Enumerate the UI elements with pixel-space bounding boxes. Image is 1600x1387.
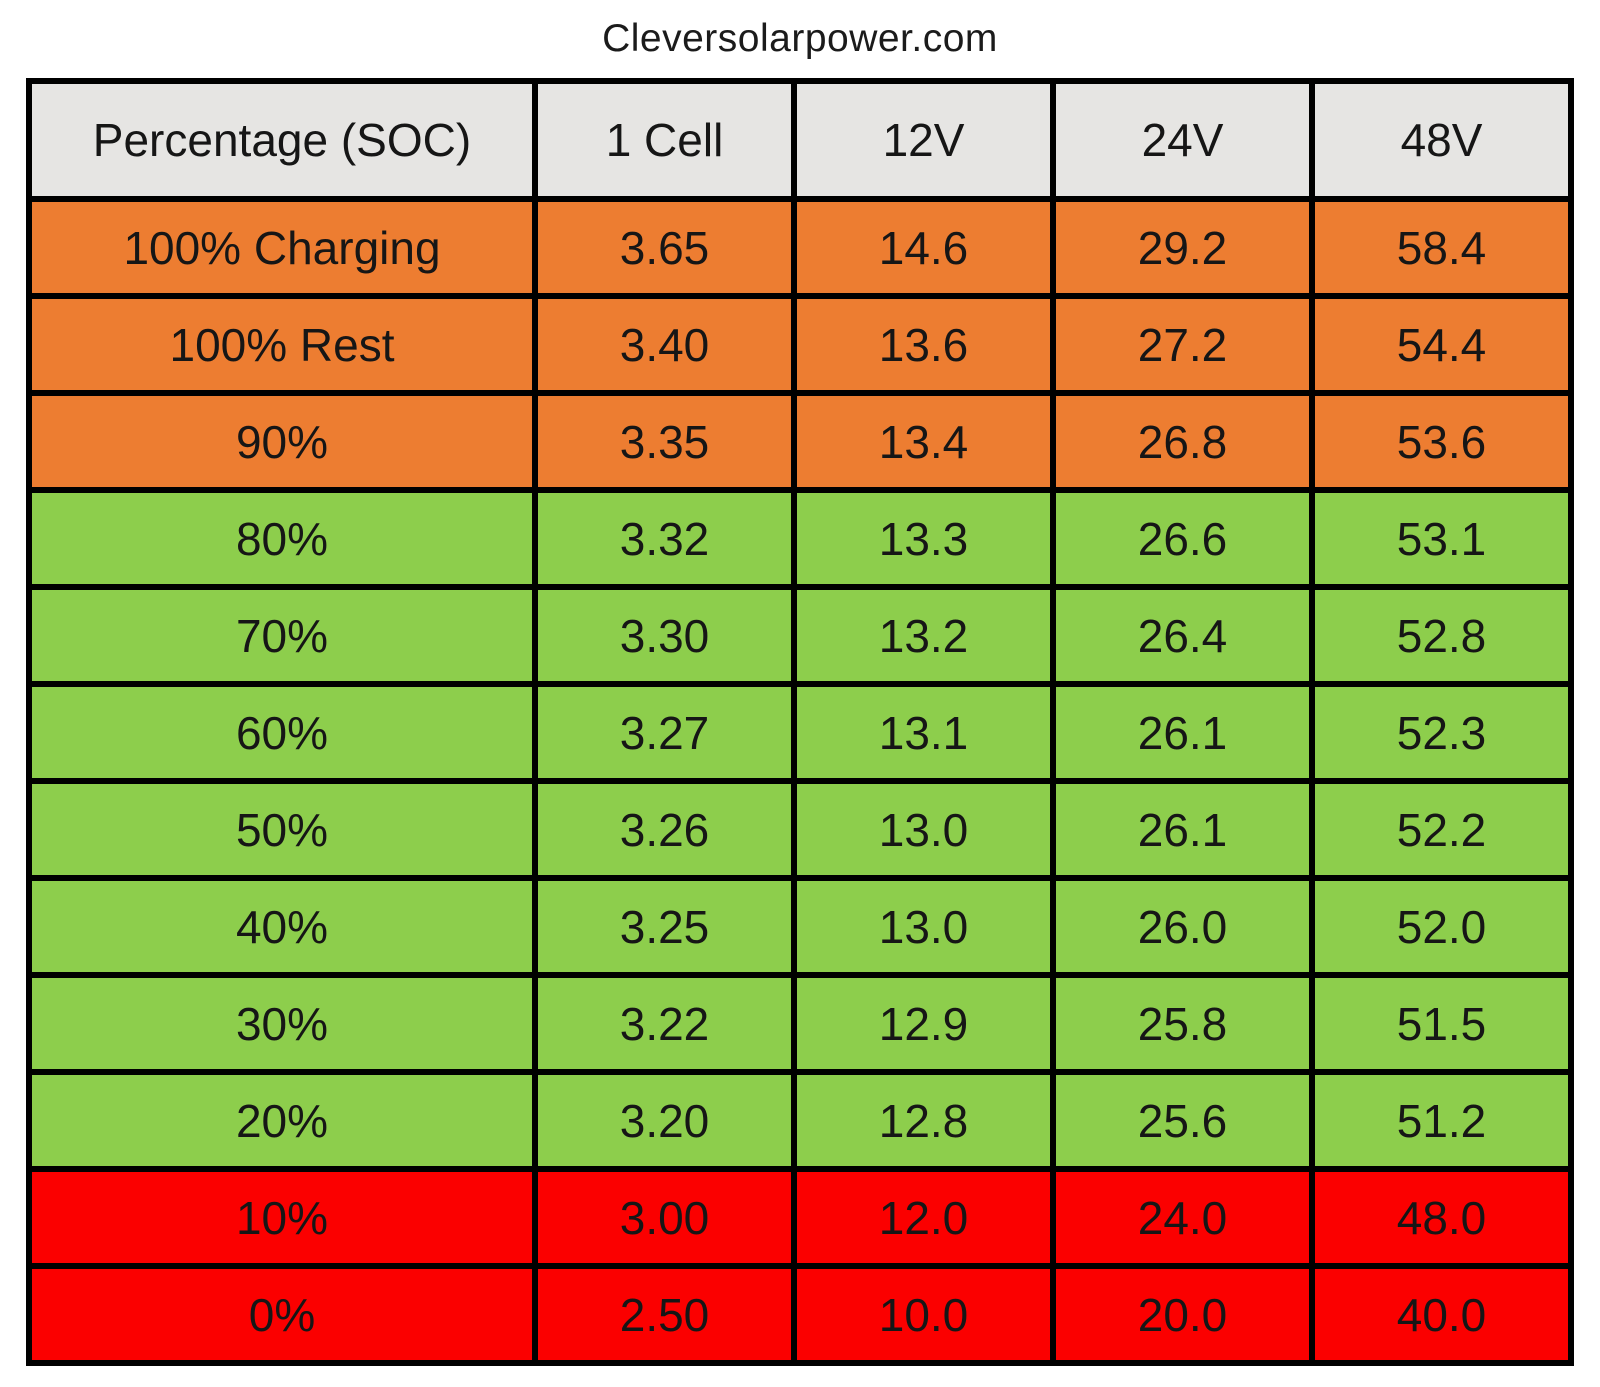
- voltage-12v-cell: 13.3: [791, 487, 1056, 590]
- voltage-24v-cell: 26.6: [1050, 487, 1315, 590]
- voltage-1cell-cell: 3.25: [532, 875, 797, 978]
- voltage-48v-cell: 53.6: [1309, 390, 1574, 493]
- column-header-percentage-soc: Percentage (SOC): [26, 78, 538, 202]
- voltage-48v-cell: 54.4: [1309, 293, 1574, 396]
- voltage-12v-cell: 13.6: [791, 293, 1056, 396]
- voltage-12v-cell: 12.8: [791, 1069, 1056, 1172]
- soc-label-cell: 100% Rest: [26, 293, 538, 396]
- voltage-1cell-cell: 3.26: [532, 778, 797, 881]
- column-header-12v: 12V: [791, 78, 1056, 202]
- table-row: 100% Charging 3.65 14.6 29.2 58.4: [26, 196, 1574, 299]
- soc-label-cell: 70%: [26, 584, 538, 687]
- table-row: 100% Rest 3.40 13.6 27.2 54.4: [26, 293, 1574, 396]
- voltage-1cell-cell: 3.30: [532, 584, 797, 687]
- voltage-12v-cell: 13.4: [791, 390, 1056, 493]
- soc-label-cell: 80%: [26, 487, 538, 590]
- voltage-48v-cell: 48.0: [1309, 1166, 1574, 1269]
- column-header-48v: 48V: [1309, 78, 1574, 202]
- voltage-24v-cell: 25.6: [1050, 1069, 1315, 1172]
- page-title: Cleversolarpower.com: [602, 17, 998, 60]
- column-header-1-cell: 1 Cell: [532, 78, 797, 202]
- table-row: 10% 3.00 12.0 24.0 48.0: [26, 1166, 1574, 1269]
- soc-label-cell: 50%: [26, 778, 538, 881]
- voltage-1cell-cell: 2.50: [532, 1263, 797, 1366]
- voltage-12v-cell: 13.0: [791, 875, 1056, 978]
- table-row: 70% 3.30 13.2 26.4 52.8: [26, 584, 1574, 687]
- table-body: 100% Charging 3.65 14.6 29.2 58.4 100% Rest 3.…: [26, 196, 1574, 1366]
- soc-label-cell: 100% Charging: [26, 196, 538, 299]
- voltage-12v-cell: 12.0: [791, 1166, 1056, 1269]
- soc-label-cell: 20%: [26, 1069, 538, 1172]
- soc-label-cell: 60%: [26, 681, 538, 784]
- table-row: 50% 3.26 13.0 26.1 52.2: [26, 778, 1574, 881]
- voltage-48v-cell: 52.2: [1309, 778, 1574, 881]
- table-row: 60% 3.27 13.1 26.1 52.3: [26, 681, 1574, 784]
- voltage-1cell-cell: 3.65: [532, 196, 797, 299]
- voltage-48v-cell: 51.2: [1309, 1069, 1574, 1172]
- soc-label-cell: 40%: [26, 875, 538, 978]
- voltage-48v-cell: 52.0: [1309, 875, 1574, 978]
- voltage-24v-cell: 26.1: [1050, 778, 1315, 881]
- voltage-12v-cell: 10.0: [791, 1263, 1056, 1366]
- voltage-48v-cell: 58.4: [1309, 196, 1574, 299]
- voltage-24v-cell: 20.0: [1050, 1263, 1315, 1366]
- voltage-48v-cell: 52.8: [1309, 584, 1574, 687]
- table-row: 40% 3.25 13.0 26.0 52.0: [26, 875, 1574, 978]
- voltage-24v-cell: 24.0: [1050, 1166, 1315, 1269]
- voltage-12v-cell: 13.1: [791, 681, 1056, 784]
- voltage-1cell-cell: 3.20: [532, 1069, 797, 1172]
- voltage-48v-cell: 53.1: [1309, 487, 1574, 590]
- voltage-24v-cell: 29.2: [1050, 196, 1315, 299]
- voltage-24v-cell: 26.0: [1050, 875, 1315, 978]
- voltage-24v-cell: 27.2: [1050, 293, 1315, 396]
- soc-label-cell: 90%: [26, 390, 538, 493]
- header-row: Percentage (SOC) 1 Cell 12V 24V 48V: [26, 78, 1574, 202]
- voltage-24v-cell: 26.1: [1050, 681, 1315, 784]
- table-row: 20% 3.20 12.8 25.6 51.2: [26, 1069, 1574, 1172]
- voltage-24v-cell: 25.8: [1050, 972, 1315, 1075]
- column-header-24v: 24V: [1050, 78, 1315, 202]
- table-row: 30% 3.22 12.9 25.8 51.5: [26, 972, 1574, 1075]
- voltage-12v-cell: 13.0: [791, 778, 1056, 881]
- soc-voltage-table: Percentage (SOC) 1 Cell 12V 24V 48V 100%…: [26, 78, 1574, 1366]
- voltage-48v-cell: 52.3: [1309, 681, 1574, 784]
- voltage-48v-cell: 40.0: [1309, 1263, 1574, 1366]
- table-row: 90% 3.35 13.4 26.8 53.6: [26, 390, 1574, 493]
- voltage-12v-cell: 13.2: [791, 584, 1056, 687]
- soc-label-cell: 30%: [26, 972, 538, 1075]
- table-row: 80% 3.32 13.3 26.6 53.1: [26, 487, 1574, 590]
- voltage-1cell-cell: 3.40: [532, 293, 797, 396]
- voltage-1cell-cell: 3.35: [532, 390, 797, 493]
- soc-label-cell: 10%: [26, 1166, 538, 1269]
- voltage-1cell-cell: 3.32: [532, 487, 797, 590]
- voltage-12v-cell: 14.6: [791, 196, 1056, 299]
- soc-label-cell: 0%: [26, 1263, 538, 1366]
- voltage-24v-cell: 26.8: [1050, 390, 1315, 493]
- voltage-24v-cell: 26.4: [1050, 584, 1315, 687]
- voltage-1cell-cell: 3.00: [532, 1166, 797, 1269]
- voltage-12v-cell: 12.9: [791, 972, 1056, 1075]
- voltage-48v-cell: 51.5: [1309, 972, 1574, 1075]
- voltage-1cell-cell: 3.22: [532, 972, 797, 1075]
- voltage-1cell-cell: 3.27: [532, 681, 797, 784]
- table-row: 0% 2.50 10.0 20.0 40.0: [26, 1263, 1574, 1366]
